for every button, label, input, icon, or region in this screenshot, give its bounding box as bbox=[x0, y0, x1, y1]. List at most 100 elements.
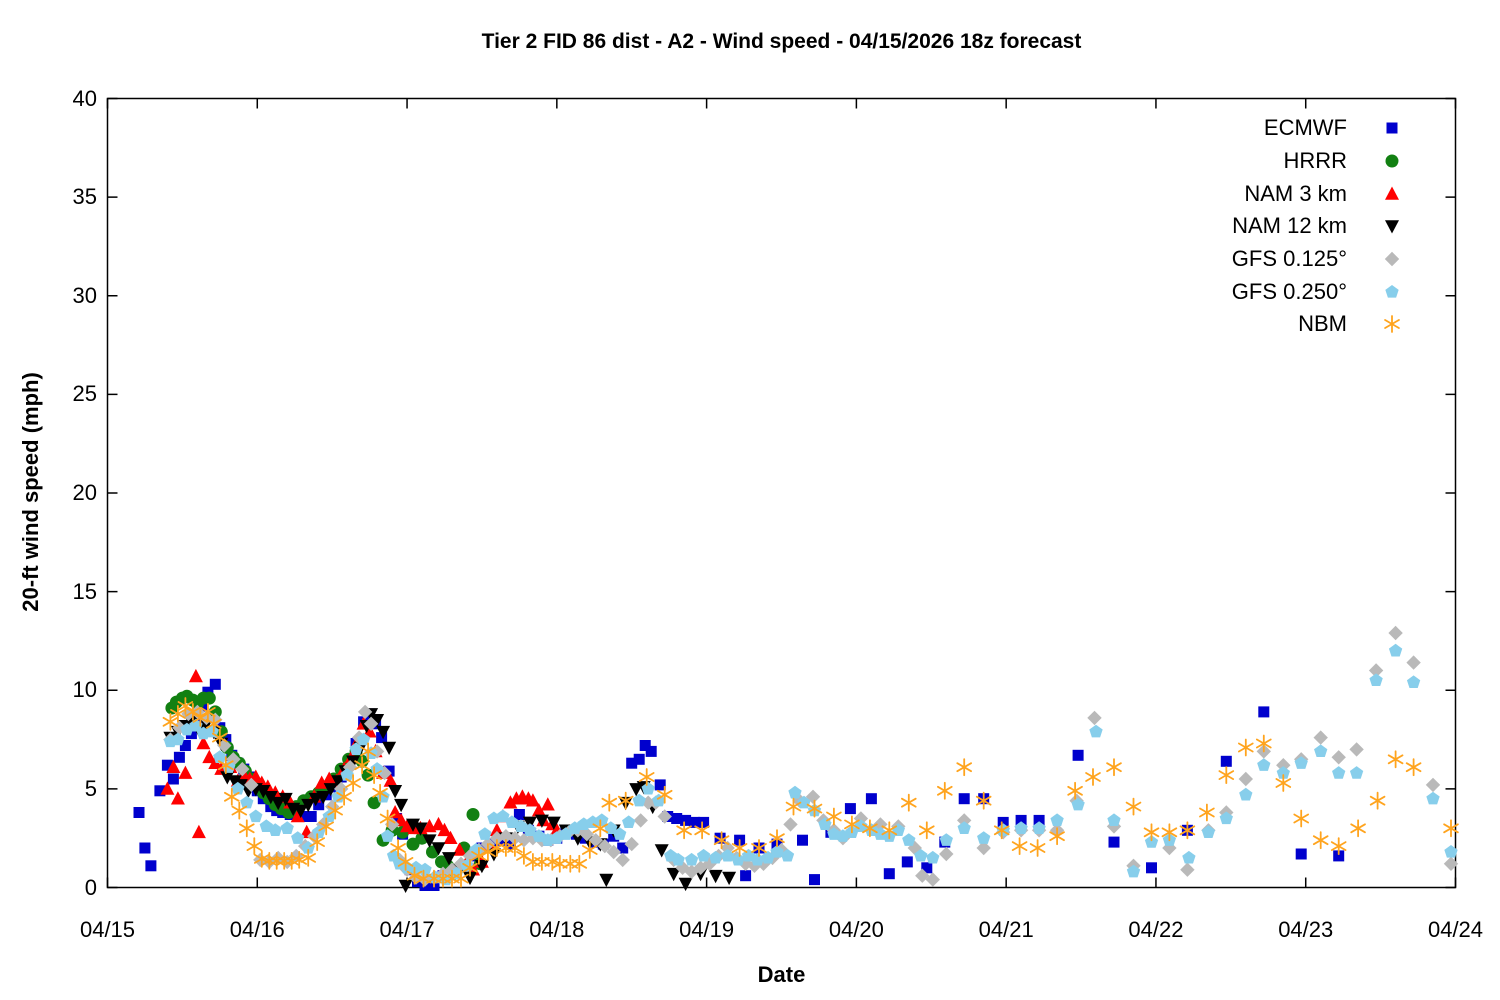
data-point bbox=[224, 787, 240, 806]
data-point bbox=[442, 852, 456, 866]
data-point bbox=[189, 718, 203, 732]
data-point bbox=[513, 809, 525, 820]
data-point bbox=[975, 791, 992, 810]
y-tick-label: 15 bbox=[72, 578, 97, 604]
data-point bbox=[666, 867, 681, 882]
data-point bbox=[601, 793, 618, 812]
legend-marker-triangle-down-icon bbox=[1385, 220, 1399, 234]
data-point bbox=[956, 758, 973, 777]
data-point bbox=[1032, 821, 1046, 834]
data-point bbox=[939, 846, 954, 862]
legend-item-gfs-0-250: GFS 0.250° bbox=[1232, 275, 1404, 308]
data-point bbox=[453, 869, 469, 888]
data-point bbox=[209, 678, 221, 690]
data-point bbox=[362, 724, 377, 738]
data-point bbox=[160, 781, 175, 795]
data-point bbox=[309, 833, 326, 851]
data-point bbox=[639, 740, 651, 751]
data-point bbox=[1089, 724, 1103, 738]
data-point bbox=[291, 851, 308, 869]
data-point bbox=[676, 821, 692, 840]
legend-marker-triangle-up-icon bbox=[1385, 186, 1399, 200]
data-point bbox=[657, 809, 672, 824]
data-point bbox=[865, 793, 877, 805]
data-point bbox=[293, 804, 308, 819]
data-point bbox=[714, 832, 726, 844]
data-point bbox=[581, 841, 598, 859]
data-point bbox=[624, 836, 639, 852]
data-point bbox=[406, 866, 423, 885]
data-point bbox=[671, 852, 685, 866]
y-tick-label: 10 bbox=[72, 677, 97, 703]
data-point bbox=[684, 864, 699, 879]
data-point bbox=[1220, 755, 1232, 767]
data-point bbox=[641, 781, 655, 795]
data-point bbox=[357, 704, 373, 720]
data-point bbox=[1218, 766, 1235, 784]
data-point bbox=[1388, 643, 1403, 657]
data-point bbox=[1275, 774, 1292, 792]
data-point bbox=[256, 785, 271, 799]
data-point bbox=[1276, 766, 1290, 779]
data-point bbox=[172, 720, 187, 735]
data-point bbox=[340, 768, 354, 781]
data-point bbox=[331, 775, 346, 789]
data-point bbox=[525, 831, 541, 846]
data-point bbox=[213, 750, 227, 763]
data-point bbox=[613, 827, 627, 840]
data-point bbox=[316, 791, 331, 805]
data-point bbox=[1033, 814, 1045, 826]
data-point bbox=[226, 752, 241, 767]
legend-label: ECMWF bbox=[1263, 115, 1347, 141]
data-point bbox=[139, 842, 151, 854]
legend-label: NAM 12 km bbox=[1232, 213, 1347, 239]
data-point bbox=[212, 728, 228, 747]
data-point bbox=[406, 818, 420, 832]
data-point bbox=[1314, 744, 1328, 758]
data-point bbox=[844, 803, 856, 815]
x-tick-label: 04/21 bbox=[978, 917, 1034, 942]
data-point bbox=[797, 834, 808, 846]
data-point bbox=[720, 840, 735, 856]
data-point bbox=[1295, 848, 1307, 860]
data-point bbox=[925, 872, 940, 887]
data-point bbox=[562, 854, 579, 873]
data-point bbox=[633, 813, 648, 828]
data-point bbox=[694, 821, 710, 840]
data-point bbox=[271, 796, 286, 811]
data-point bbox=[1425, 777, 1441, 793]
data-point bbox=[325, 799, 340, 814]
data-point bbox=[185, 703, 201, 721]
data-point bbox=[780, 848, 795, 862]
data-point bbox=[249, 809, 263, 823]
data-point bbox=[239, 819, 255, 838]
data-point bbox=[1143, 823, 1160, 842]
data-point bbox=[489, 831, 505, 846]
data-point bbox=[398, 879, 413, 893]
data-point bbox=[170, 791, 185, 805]
data-point bbox=[1369, 791, 1386, 810]
data-point bbox=[376, 732, 388, 744]
data-point bbox=[617, 842, 629, 854]
legend-item-gfs-0-125: GFS 0.125° bbox=[1232, 243, 1404, 276]
data-point bbox=[1071, 797, 1085, 811]
data-point bbox=[805, 789, 821, 804]
data-point bbox=[708, 869, 723, 884]
data-point bbox=[145, 860, 157, 872]
data-point bbox=[579, 827, 594, 842]
data-point bbox=[246, 837, 263, 855]
data-point bbox=[263, 791, 278, 805]
data-point bbox=[496, 809, 510, 823]
data-point bbox=[382, 741, 397, 755]
data-point bbox=[597, 838, 612, 854]
x-tick-label: 04/18 bbox=[529, 917, 585, 942]
legend-marker-diamond-icon bbox=[1384, 251, 1400, 267]
data-point bbox=[386, 848, 401, 862]
data-point bbox=[300, 849, 317, 867]
data-point bbox=[977, 831, 991, 844]
y-tick-label: 5 bbox=[84, 775, 97, 801]
series-nbm bbox=[162, 697, 1459, 888]
data-point bbox=[1108, 836, 1120, 848]
data-point bbox=[376, 725, 391, 740]
